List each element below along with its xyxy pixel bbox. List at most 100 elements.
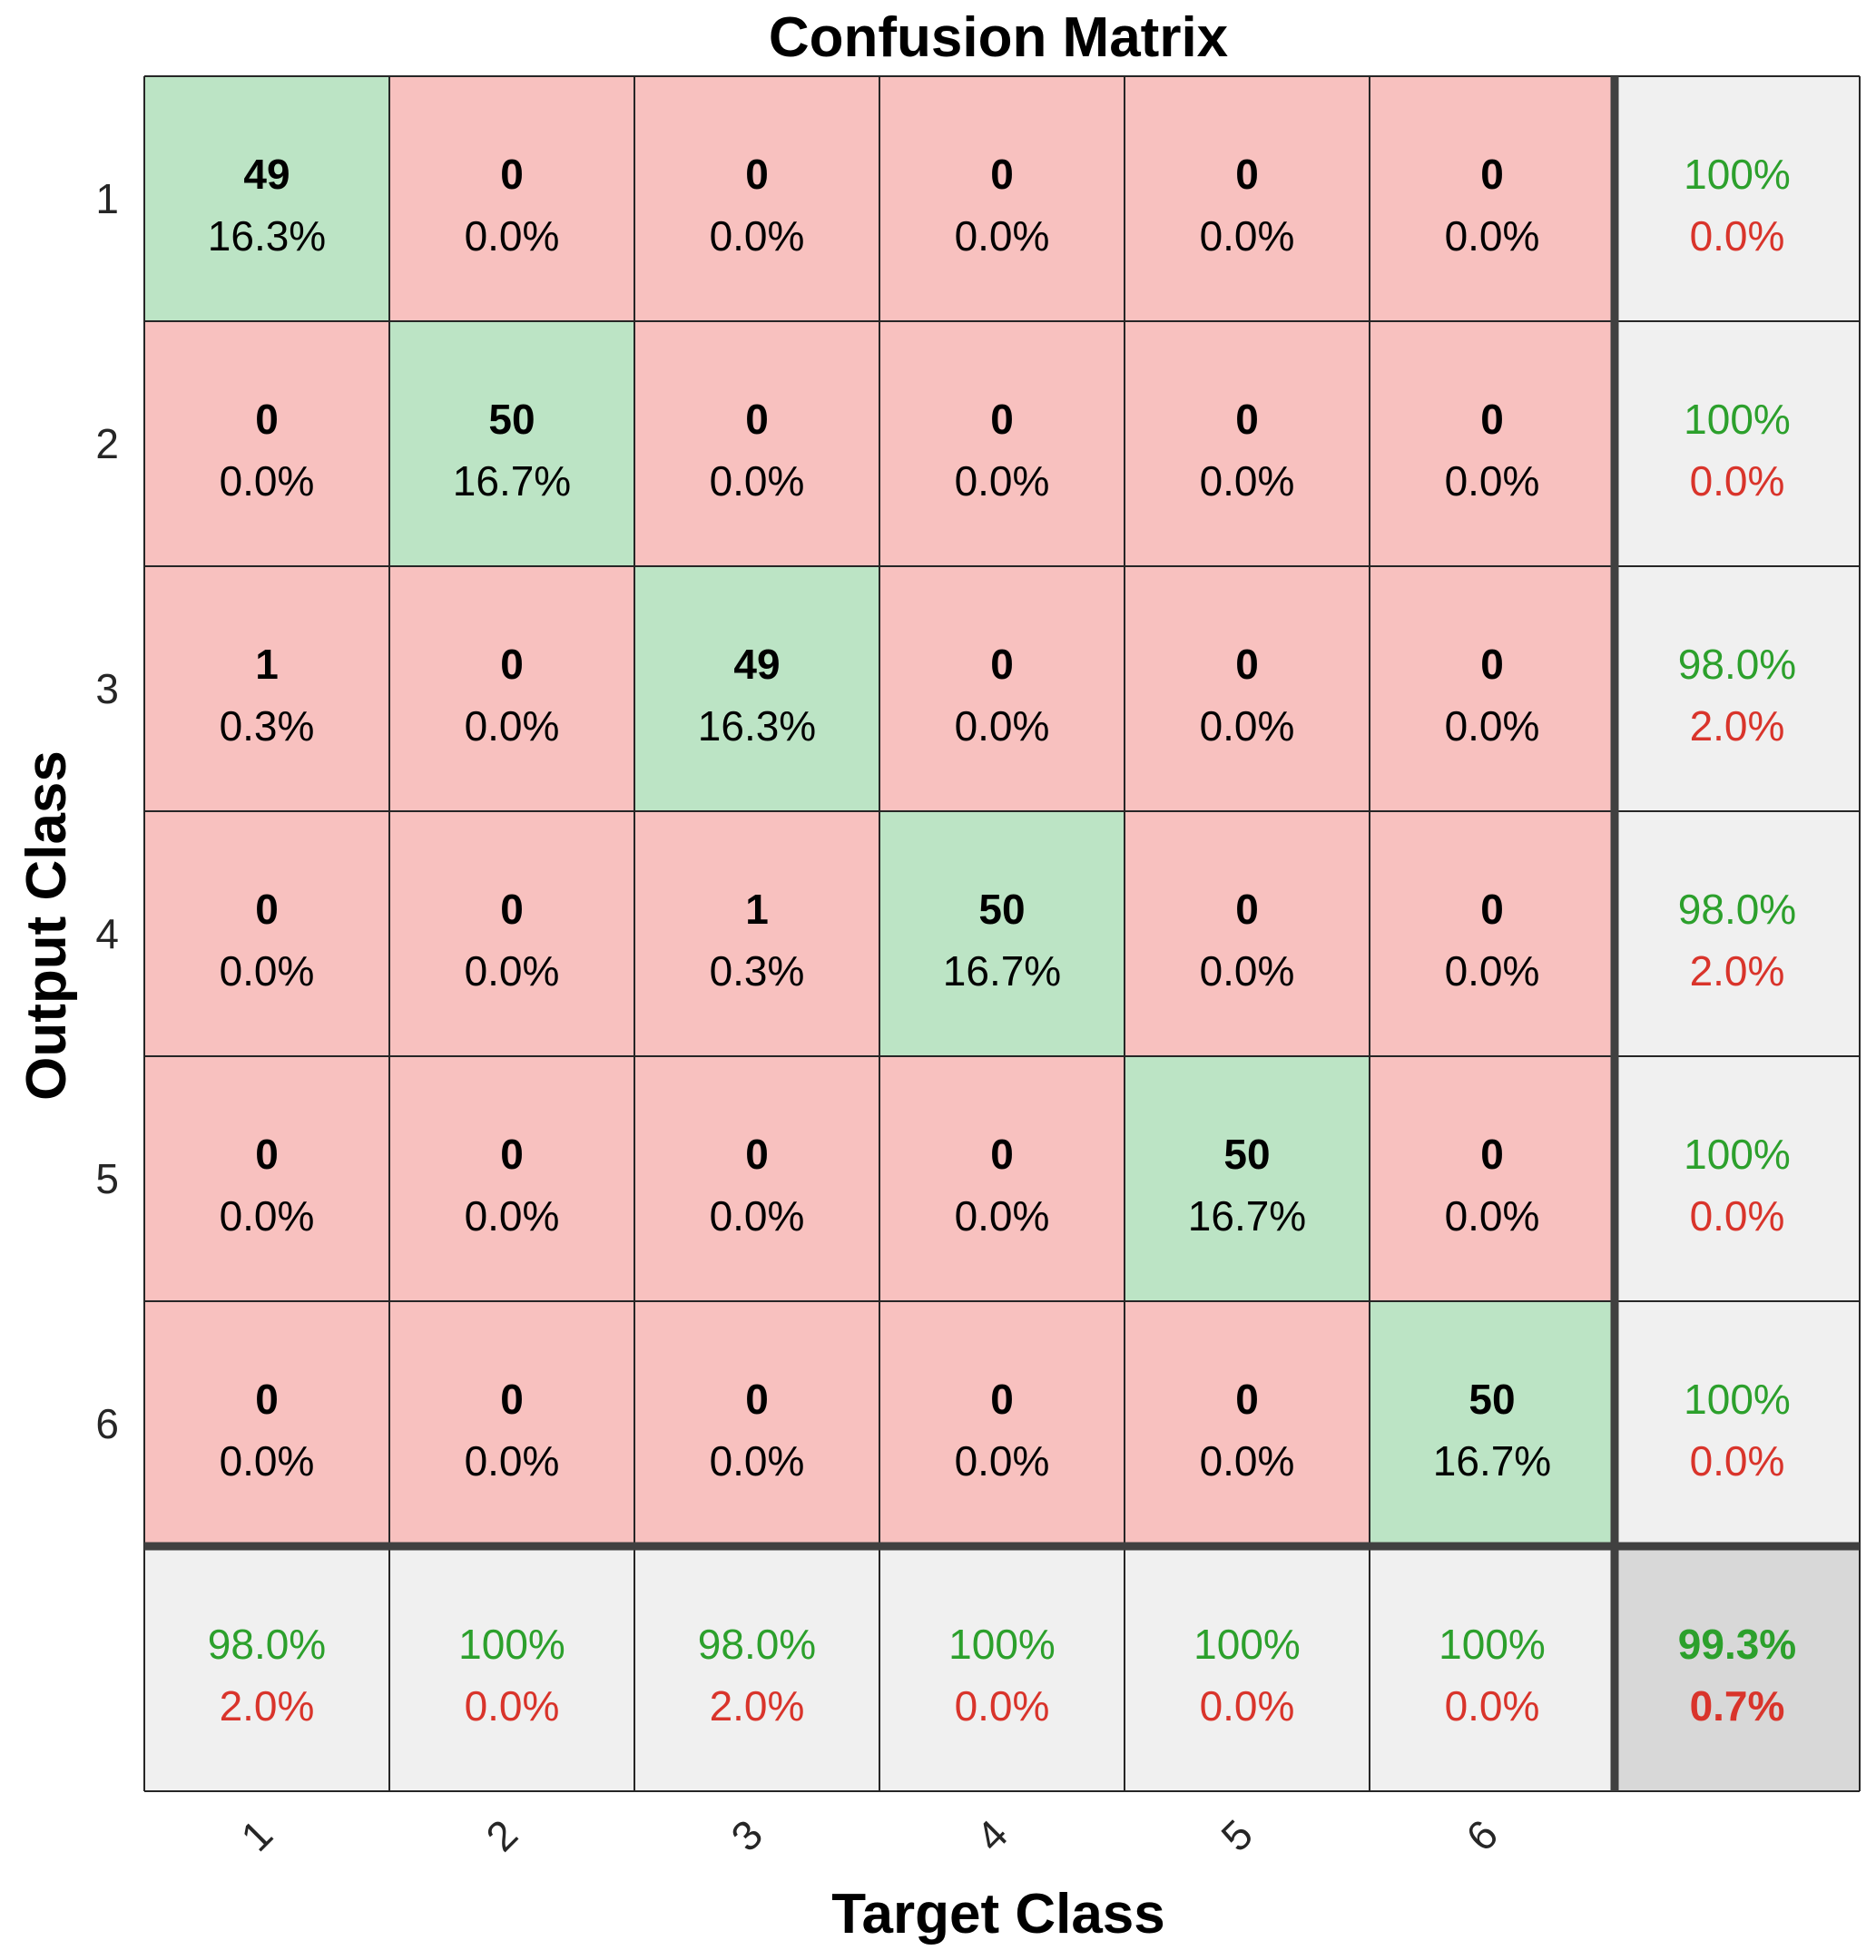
cell-percent: 0.0%: [710, 457, 805, 505]
cell-count: 0: [745, 396, 769, 443]
cell-percent: 0.0%: [1445, 947, 1540, 995]
overall-accuracy-cell: 99.3% 0.7%: [1615, 1546, 1860, 1791]
row-summary-cell: 100% 0.0%: [1615, 76, 1860, 321]
off-diagonal-cell-bg: [1370, 811, 1615, 1056]
off-diagonal-cell-bg: [144, 321, 389, 566]
row-summary-cell-bg: [1615, 1301, 1860, 1546]
cell-percent: 0.0%: [710, 1437, 805, 1485]
cell-percent: 0.3%: [220, 702, 315, 750]
cell-count: 0: [500, 151, 524, 198]
cell-percent: 16.7%: [943, 947, 1061, 995]
cell-count: 0: [1235, 151, 1259, 198]
off-diagonal-cell: 0 0.0%: [1370, 1056, 1615, 1301]
off-diagonal-cell: 0 0.0%: [389, 76, 634, 321]
summary-correct-percent: 100%: [1684, 1131, 1791, 1178]
cell-percent: 0.0%: [465, 1437, 560, 1485]
off-diagonal-cell-bg: [1125, 566, 1370, 811]
off-diagonal-cell: 0 0.0%: [879, 1301, 1125, 1546]
diagonal-cell: 50 16.7%: [1125, 1056, 1370, 1301]
matrix-grid: [143, 75, 1861, 1792]
cell-count: 0: [1235, 641, 1259, 688]
y-tick-label: 6: [95, 1400, 119, 1447]
cell-percent: 0.0%: [465, 702, 560, 750]
summary-correct-percent: 100%: [458, 1621, 565, 1668]
column-summary-cell-bg: [879, 1546, 1125, 1791]
diagonal-cell-bg: [1125, 1056, 1370, 1301]
cell-count: 0: [745, 1131, 769, 1178]
off-diagonal-cell: 0 0.0%: [634, 76, 879, 321]
cell-count: 0: [500, 1131, 524, 1178]
summary-correct-percent: 100%: [1684, 151, 1791, 198]
column-summary-cell-bg: [1370, 1546, 1615, 1791]
summary-correct-percent: 98.0%: [208, 1621, 326, 1668]
cell-count: 0: [990, 1376, 1014, 1423]
cell-count: 0: [500, 641, 524, 688]
summary-error-percent: 0.0%: [465, 1682, 560, 1730]
y-tick-label: 5: [95, 1155, 119, 1202]
off-diagonal-cell: 0 0.0%: [634, 321, 879, 566]
summary-error-percent: 2.0%: [710, 1682, 805, 1730]
cell-count: 0: [255, 396, 279, 443]
summary-correct-percent: 100%: [1684, 396, 1791, 443]
off-diagonal-cell-bg: [389, 566, 634, 811]
cell-percent: 0.0%: [465, 212, 560, 260]
off-diagonal-cell-bg: [144, 1056, 389, 1301]
cell-count: 0: [500, 1376, 524, 1423]
y-axis-label: Output Class: [15, 750, 78, 1101]
summary-error-percent: 2.0%: [1690, 702, 1785, 750]
off-diagonal-cell-bg: [634, 76, 879, 321]
off-diagonal-cell: 0 0.0%: [389, 566, 634, 811]
cell-count: 0: [1480, 641, 1504, 688]
summary-correct-percent: 98.0%: [1678, 886, 1796, 933]
summary-error-percent: 2.0%: [1690, 947, 1785, 995]
x-tick-label: 3: [722, 1810, 771, 1860]
row-summary-cell-bg: [1615, 321, 1860, 566]
summary-error-percent: 0.0%: [955, 1682, 1050, 1730]
off-diagonal-cell: 0 0.0%: [389, 1301, 634, 1546]
overall-accuracy-cell-bg: [1615, 1546, 1860, 1791]
cell-percent: 16.7%: [1433, 1437, 1551, 1485]
x-tick-label: 2: [476, 1810, 526, 1860]
cell-percent: 0.0%: [1200, 1437, 1295, 1485]
cell-count: 1: [255, 641, 279, 688]
cell-percent: 0.0%: [220, 1437, 315, 1485]
off-diagonal-cell-bg: [389, 1056, 634, 1301]
cell-count: 50: [1468, 1376, 1515, 1423]
cell-percent: 16.3%: [698, 702, 816, 750]
cell-count: 0: [1480, 886, 1504, 933]
row-summary-cell-bg: [1615, 566, 1860, 811]
cell-percent: 16.7%: [453, 457, 571, 505]
cell-percent: 0.0%: [1200, 212, 1295, 260]
row-summary-cell: 98.0% 2.0%: [1615, 811, 1860, 1056]
diagonal-cell-bg: [879, 811, 1125, 1056]
cell-count: 0: [990, 1131, 1014, 1178]
cell-count: 0: [990, 396, 1014, 443]
off-diagonal-cell: 0 0.0%: [144, 1056, 389, 1301]
diagonal-cell-bg: [389, 321, 634, 566]
summary-correct-percent: 98.0%: [1678, 641, 1796, 688]
off-diagonal-cell: 0 0.0%: [144, 811, 389, 1056]
row-summary-cell-bg: [1615, 76, 1860, 321]
cell-percent: 0.0%: [1445, 702, 1540, 750]
cell-count: 0: [1235, 396, 1259, 443]
summary-error-percent: 0.0%: [1445, 1682, 1540, 1730]
cell-percent: 0.0%: [465, 947, 560, 995]
summary-correct-percent: 100%: [1193, 1621, 1301, 1668]
x-tick-label: 4: [967, 1810, 1017, 1860]
off-diagonal-cell-bg: [144, 811, 389, 1056]
off-diagonal-cell: 0 0.0%: [879, 76, 1125, 321]
off-diagonal-cell: 0 0.0%: [1370, 811, 1615, 1056]
off-diagonal-cell: 0 0.0%: [879, 1056, 1125, 1301]
off-diagonal-cell: 0 0.0%: [879, 566, 1125, 811]
off-diagonal-cell-bg: [1370, 1056, 1615, 1301]
off-diagonal-cell-bg: [1370, 321, 1615, 566]
summary-correct-percent: 99.3%: [1678, 1621, 1796, 1668]
off-diagonal-cell: 0 0.0%: [634, 1301, 879, 1546]
off-diagonal-cell: 0 0.0%: [1125, 811, 1370, 1056]
off-diagonal-cell-bg: [634, 1301, 879, 1546]
diagonal-cell: 49 16.3%: [144, 76, 389, 321]
column-summary-cell: 100% 0.0%: [389, 1546, 634, 1791]
off-diagonal-cell: 0 0.0%: [1125, 76, 1370, 321]
diagonal-cell: 49 16.3%: [634, 566, 879, 811]
